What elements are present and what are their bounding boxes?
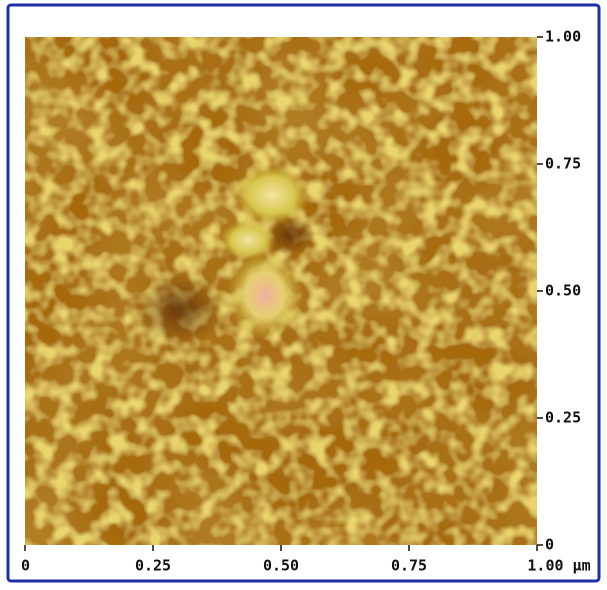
x-tick-label: 0.75: [391, 557, 427, 575]
x-tick-label: 1.00 μm: [527, 557, 590, 575]
y-tick-label: 1.00: [545, 28, 581, 46]
x-tick-label: 0: [21, 557, 30, 575]
y-tick-label: 0: [545, 536, 554, 554]
y-tick-label: 0.75: [545, 155, 581, 173]
frame: [6, 3, 601, 583]
afm-image: [25, 37, 537, 545]
y-tick-label: 0.25: [545, 409, 581, 427]
x-tick-label: 0.25: [135, 557, 171, 575]
y-tick-label: 0.50: [545, 282, 581, 300]
x-tick-label: 0.50: [263, 557, 299, 575]
